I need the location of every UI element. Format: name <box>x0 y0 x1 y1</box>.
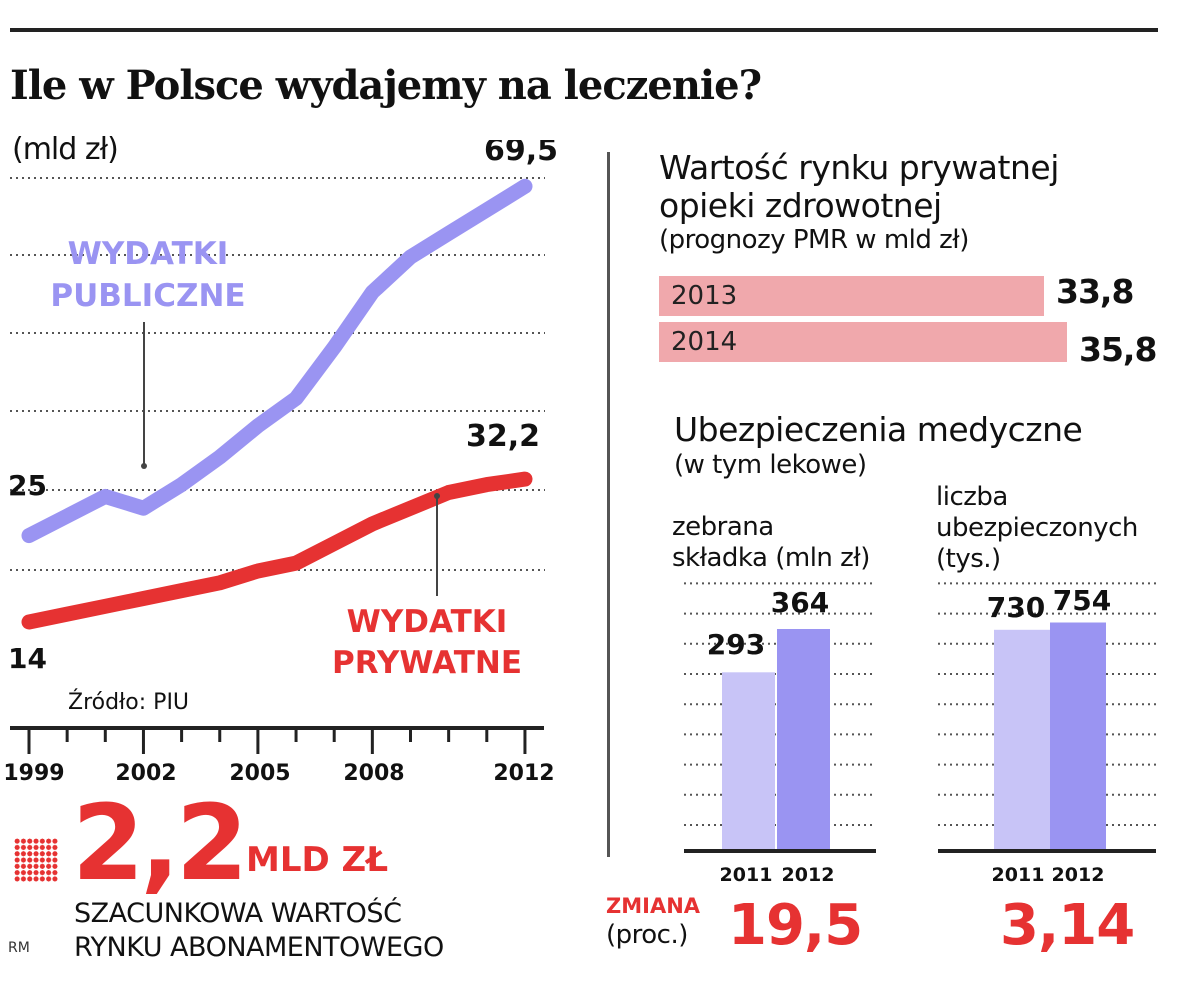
pmr-title-line2: opieki zdrowotnej <box>659 186 942 225</box>
x-tick-label-2002: 2002 <box>115 761 176 786</box>
series-label-private-line1: WYDATKI <box>347 604 508 640</box>
pmr-subtitle: (prognozy PMR w mld zł) <box>659 225 969 255</box>
insured-label-line3: (tys.) <box>936 544 1001 574</box>
top-rule <box>10 28 1158 32</box>
pmr-bar-2014: 2014 <box>659 322 1067 362</box>
insurance-heading: Ubezpieczenia medyczne <box>674 410 1083 449</box>
stat-description-line1: SZACUNKOWA WARTOŚĆ <box>74 898 402 929</box>
x-tick-label-2012: 2012 <box>493 761 554 786</box>
premium-label-line1: zebrana <box>672 512 774 542</box>
series-label-public-line2: PUBLICZNE <box>50 278 245 314</box>
units-label: (mld zł) <box>12 132 119 167</box>
premium-label-line2: składka (mln zł) <box>672 543 870 573</box>
main-title: Ile w Polsce wydajemy na leczenie? <box>10 62 762 109</box>
insured-label-line1: liczba <box>936 482 1008 512</box>
stat-value: 2,2 <box>72 782 248 904</box>
change-value-insured: 3,14 <box>1000 893 1135 958</box>
insured-bar-2012 <box>1050 622 1106 851</box>
series-label-public-line1: WYDATKI <box>68 236 229 272</box>
x-tick-label-2008: 2008 <box>343 761 404 786</box>
series-line-public <box>21 178 533 544</box>
change-label: ZMIANA <box>606 894 701 918</box>
change-unit-label: (proc.) <box>606 920 688 950</box>
source-label: Źródło: PIU <box>68 690 190 715</box>
premium-bar-2012 <box>777 629 830 851</box>
insurance-subheading: (w tym lekowe) <box>674 450 867 480</box>
insured-year-2011: 2011 <box>992 864 1045 886</box>
premium-bar-2011 <box>722 672 775 851</box>
premium-value-2012: 364 <box>771 586 829 619</box>
x-tick-labels: 1999 2002 2005 2008 2012 <box>3 761 554 786</box>
line-chart: WYDATKI PUBLICZNE WYDATKI PRYWATNE 25 14… <box>3 140 558 786</box>
callout-dot-public <box>141 463 147 469</box>
vertical-divider <box>607 152 610 857</box>
pmr-bar-value-2013: 33,8 <box>1056 272 1134 311</box>
series-line-private <box>21 471 533 630</box>
series-label-private-line2: PRYWATNE <box>332 645 522 681</box>
x-tick-label-1999: 1999 <box>3 761 64 786</box>
insured-bar-2011 <box>994 629 1050 851</box>
dot-grid-icon <box>14 838 58 882</box>
pmr-bar-2013: 2013 <box>659 276 1044 316</box>
data-label-end-public: 69,5 <box>484 140 558 168</box>
premium-value-2011: 293 <box>707 628 765 661</box>
change-value-premium: 19,5 <box>728 893 863 958</box>
insured-value-2011: 730 <box>987 591 1045 624</box>
small-chart-bars <box>722 622 1106 851</box>
author-initials: RM <box>8 940 30 956</box>
pmr-title-line1: Wartość rynku prywatnej <box>659 148 1059 187</box>
data-label-start-public: 25 <box>8 469 47 502</box>
x-axis-ticks <box>27 728 527 754</box>
x-tick-label-2005: 2005 <box>229 761 290 786</box>
callout-dot-private <box>434 493 440 499</box>
stat-unit: MLD ZŁ <box>246 840 389 880</box>
pmr-bar-year-2013: 2013 <box>671 281 738 311</box>
small-bar-charts: 293 364 730 754 2011 2012 2011 2012 <box>684 582 1156 886</box>
premium-year-2011: 2011 <box>720 864 773 886</box>
data-label-end-private: 32,2 <box>466 419 540 454</box>
pmr-bar-value-2014: 35,8 <box>1079 330 1157 369</box>
premium-year-2012: 2012 <box>782 864 835 886</box>
insured-year-2012: 2012 <box>1052 864 1105 886</box>
insured-value-2012: 754 <box>1053 584 1111 617</box>
insured-label-line2: ubezpieczonych <box>936 513 1138 543</box>
data-label-start-private: 14 <box>8 642 47 675</box>
stat-description-line2: RYNKU ABONAMENTOWEGO <box>74 932 444 963</box>
pmr-bar-year-2014: 2014 <box>671 327 738 357</box>
